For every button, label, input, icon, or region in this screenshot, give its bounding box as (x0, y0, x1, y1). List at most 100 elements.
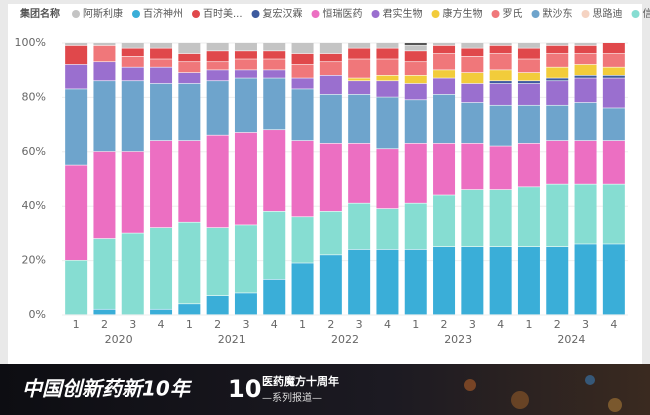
banner (0, 364, 650, 415)
bar-segment (263, 59, 286, 70)
bar-segment (433, 43, 456, 46)
bar-segment (602, 108, 625, 141)
bokeh (608, 398, 622, 412)
banner-line1: 医药魔方十周年 (262, 374, 339, 388)
bar-segment (150, 140, 173, 228)
bar-segment (489, 45, 512, 54)
bar-segment (517, 43, 540, 48)
bar-segment (348, 94, 371, 144)
bar-segment (546, 78, 569, 81)
bar-segment (461, 143, 484, 190)
bar-segment (489, 53, 512, 70)
bar-segment (206, 227, 229, 296)
bar-segment (517, 83, 540, 105)
bar-segment (433, 45, 456, 54)
bar-segment (121, 67, 144, 81)
bar-segment (546, 81, 569, 105)
bar-segment (178, 83, 201, 141)
legend-marker (431, 10, 440, 18)
bar-segment (602, 43, 625, 54)
bar-segment (93, 151, 116, 239)
bar-segment (150, 59, 173, 67)
bar-segment (121, 43, 144, 48)
bar-segment (433, 94, 456, 144)
bar-segment (319, 43, 342, 54)
legend-label: 罗氏 (503, 8, 523, 20)
x-tick-label: 3 (582, 318, 589, 331)
bar-segment (376, 81, 399, 97)
x-tick-label: 4 (384, 318, 391, 331)
x-tick-label: 3 (469, 318, 476, 331)
bar-segment (461, 189, 484, 247)
bar-segment (234, 43, 257, 51)
bar-segment (574, 64, 597, 76)
legend-label: 思路迪 (593, 7, 623, 20)
bar-segment (433, 143, 456, 195)
bar-segment (121, 233, 144, 315)
y-tick-label: 60% (22, 145, 46, 158)
bar-segment (517, 187, 540, 247)
legend-title: 集团名称 (19, 7, 60, 20)
x-group-label: 2022 (331, 333, 359, 346)
banner-logo: 10 (228, 375, 261, 403)
bar-segment (461, 72, 484, 84)
bar-segment (234, 59, 257, 70)
bar-segment (150, 67, 173, 84)
bar-segment (433, 70, 456, 78)
bar-segment (602, 67, 625, 76)
bar-segment (291, 89, 314, 141)
bar-segment (121, 81, 144, 152)
bar-segment (546, 105, 569, 141)
bar-segment (376, 208, 399, 250)
bar-segment (489, 146, 512, 190)
bar-segment (574, 75, 597, 78)
bar-segment (319, 211, 342, 255)
bar-segment (121, 151, 144, 233)
bar-segment (178, 62, 201, 73)
banner-slogan: 中国创新药新10年 (22, 377, 193, 401)
bar-segment (517, 48, 540, 59)
bar-segment (291, 263, 314, 315)
legend-label: 君实生物 (383, 7, 423, 20)
bar-segment (319, 94, 342, 144)
bar-segment (376, 249, 399, 315)
x-group-label: 2024 (557, 333, 585, 346)
bar-segment (602, 53, 625, 67)
bar-segment (234, 70, 257, 78)
x-tick-label: 4 (497, 318, 504, 331)
bar-segment (376, 75, 399, 81)
bar-segment (404, 51, 427, 62)
bar-segment (489, 83, 512, 105)
bar-segment (65, 165, 88, 260)
bar-segment (574, 184, 597, 244)
x-group-label: 2021 (218, 333, 246, 346)
bar-segment (461, 48, 484, 56)
x-tick-label: 2 (327, 318, 334, 331)
legend-marker (491, 10, 500, 18)
bar-segment (178, 72, 201, 84)
bar-segment (263, 211, 286, 280)
bar-segment (178, 222, 201, 304)
bar-segment (348, 143, 371, 203)
bar-segment (404, 203, 427, 250)
bar-segment (348, 78, 371, 81)
bar-segment (93, 81, 116, 152)
x-tick-label: 2 (214, 318, 221, 331)
x-tick-label: 1 (186, 318, 193, 331)
bar-segment (65, 45, 88, 65)
bar-segment (404, 62, 427, 76)
bar-segment (150, 309, 173, 315)
y-tick-label: 100% (15, 36, 46, 49)
bar-segment (263, 279, 286, 315)
bar-segment (93, 43, 116, 46)
legend-label: 百济神州 (143, 7, 183, 20)
bar-segment (489, 70, 512, 81)
bar-segment (93, 309, 116, 315)
legend-label: 康方生物 (443, 7, 483, 20)
bar-segment (433, 78, 456, 95)
bar-segment (489, 105, 512, 146)
bar-segment (319, 75, 342, 95)
legend-marker (631, 10, 640, 18)
legend-label: 复宏汉霖 (263, 7, 303, 20)
bar-segment (433, 195, 456, 247)
